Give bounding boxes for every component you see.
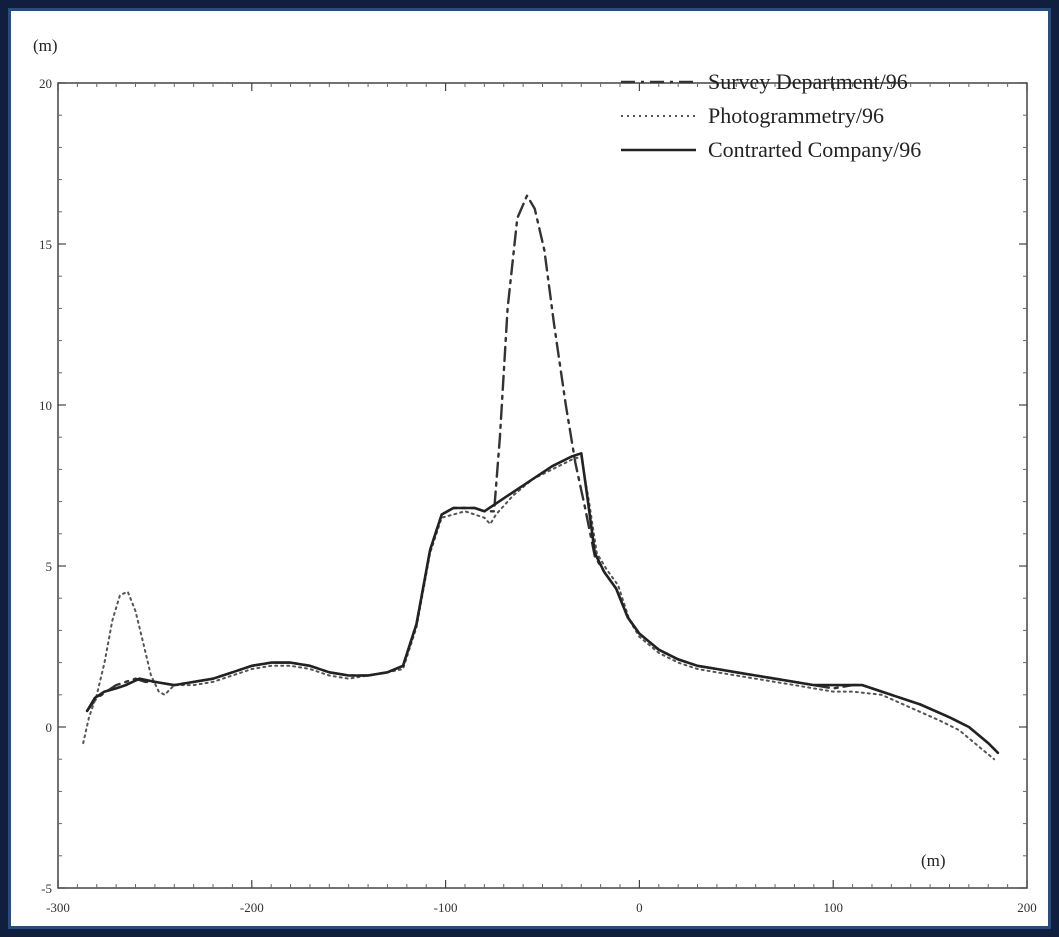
x-tick-label: -200	[240, 900, 264, 915]
x-tick-label: 0	[636, 900, 643, 915]
x-tick-label: -300	[46, 900, 70, 915]
line-chart: -300 -200 -100 0 100 200 -5 0 5 10 15 20 (m) (m) Su…	[33, 36, 1037, 915]
y-tick-label: 5	[46, 559, 53, 574]
y-tick-label: 10	[39, 398, 52, 413]
y-tick-label: 0	[46, 720, 53, 735]
x-unit-label: (m)	[921, 851, 946, 870]
legend-label-3: Contrarted Company/96	[708, 137, 921, 162]
series-line-2	[82, 455, 996, 761]
x-tick-label: -100	[434, 900, 458, 915]
legend: Survey Department/96 Photogrammetry/96 Con…	[621, 69, 921, 162]
x-tick-label: 200	[1017, 900, 1037, 915]
y-tick-label: -5	[41, 881, 52, 896]
legend-label-1: Survey Department/96	[708, 69, 908, 94]
series-line-3	[85, 452, 1000, 755]
y-unit-label: (m)	[33, 36, 58, 55]
x-tick-label: 100	[823, 900, 843, 915]
legend-label-2: Photogrammetry/96	[708, 103, 884, 128]
figure-frame: -300 -200 -100 0 100 200 -5 0 5 10 15 20 (m) (m) Su…	[8, 8, 1051, 929]
y-tick-label: 15	[39, 237, 52, 252]
y-tick-label: 20	[39, 76, 52, 91]
plot-area	[57, 82, 1028, 889]
